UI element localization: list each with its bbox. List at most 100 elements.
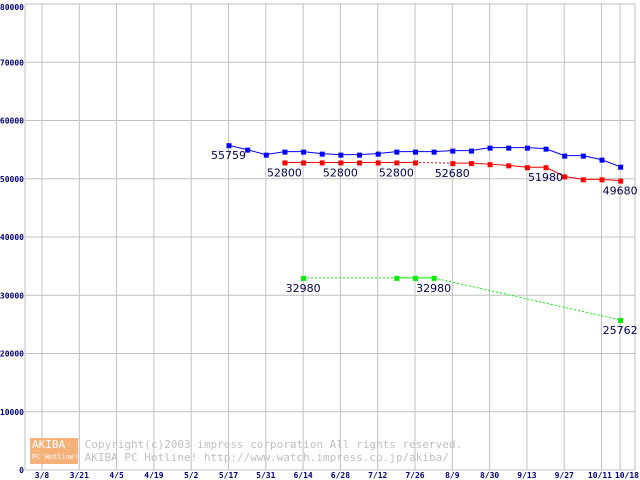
- blue-series-segment: [321, 153, 341, 156]
- blue-data-point: [431, 149, 437, 155]
- blue-data-point: [543, 146, 549, 152]
- y-tick-label: 60000: [0, 117, 24, 126]
- blue-series-segment: [228, 144, 248, 151]
- red-data-point: [375, 160, 381, 166]
- blue-data-point: [450, 148, 456, 154]
- green-data-point: [618, 317, 624, 323]
- x-tick-label: 6/14: [293, 471, 312, 480]
- blue-series-segment: [359, 153, 378, 156]
- green-data-point: [301, 275, 307, 281]
- akiba-logo: AKIBA: [30, 438, 78, 451]
- x-tick-label: 8/30: [480, 471, 499, 480]
- blue-data-point: [599, 157, 605, 163]
- red-data-point: [338, 160, 344, 166]
- red-data-label: 52800: [267, 166, 302, 179]
- x-tick-label: 8/9: [445, 471, 460, 480]
- y-tick-label: 50000: [0, 175, 24, 184]
- red-data-point: [599, 177, 605, 183]
- red-data-point: [319, 160, 325, 166]
- y-tick-label: 30000: [0, 291, 24, 300]
- red-series-segment: [414, 161, 453, 164]
- blue-series-segment: [303, 151, 322, 155]
- blue-data-point: [506, 145, 512, 151]
- x-tick-label: 5/31: [256, 471, 275, 480]
- x-tick-label: 6/28: [331, 471, 350, 480]
- blue-data-point: [413, 149, 418, 155]
- blue-data-point: [301, 149, 307, 155]
- x-tick-label: 5/2: [184, 471, 199, 480]
- blue-data-point: [282, 149, 288, 155]
- blue-series-segment: [526, 147, 546, 150]
- x-tick-label: 9/13: [517, 471, 536, 480]
- red-data-point: [394, 160, 400, 166]
- blue-series-segment: [433, 150, 453, 153]
- red-series-segment: [489, 163, 509, 166]
- blue-series-segment: [377, 151, 397, 155]
- green-data-point: [394, 275, 400, 281]
- blue-data-label: 55759: [211, 149, 246, 162]
- red-series-segment: [601, 178, 621, 182]
- blue-data-point: [338, 152, 344, 158]
- red-data-point: [487, 162, 493, 168]
- blue-series-segment: [582, 155, 602, 161]
- y-tick-label: 0: [19, 466, 24, 475]
- red-series-segment: [508, 164, 527, 168]
- blue-data-point: [468, 148, 474, 154]
- red-data-point: [357, 160, 363, 166]
- red-data-label: 52800: [323, 166, 358, 179]
- blue-data-point: [524, 145, 530, 151]
- blue-series-segment: [265, 151, 285, 156]
- blue-data-point: [226, 143, 232, 149]
- red-data-point: [618, 178, 624, 184]
- blue-data-point: [245, 147, 251, 153]
- blue-data-point: [618, 164, 624, 170]
- blue-series-segment: [545, 148, 565, 157]
- red-data-point: [282, 160, 288, 166]
- blue-data-point: [394, 149, 400, 155]
- copyright-text: Copyright(c)2003 impress corporation All…: [84, 438, 463, 451]
- site-url-text: AKIBA PC Hotline! http://www.watch.impre…: [84, 451, 449, 464]
- y-tick-label: 80000: [0, 3, 24, 12]
- red-data-point: [580, 177, 586, 183]
- red-data-point: [543, 165, 549, 171]
- green-data-point: [413, 275, 418, 281]
- red-data-label: 52800: [379, 166, 414, 179]
- red-data-point: [450, 161, 456, 167]
- red-data-label: 51980: [528, 171, 563, 184]
- blue-data-point: [263, 152, 269, 158]
- red-data-label: 52680: [435, 167, 470, 180]
- blue-data-point: [357, 152, 363, 158]
- red-series-segment: [470, 162, 490, 165]
- x-tick-label: 4/5: [109, 471, 124, 480]
- watermark: AKIBA Copyright(c)2003 impress corporati…: [30, 438, 462, 464]
- red-data-point: [506, 163, 512, 169]
- x-tick-label: 7/12: [368, 471, 387, 480]
- x-tick-label: 5/17: [219, 471, 238, 480]
- red-data-point: [413, 160, 418, 166]
- blue-data-point: [319, 151, 325, 157]
- green-data-label: 32980: [286, 282, 321, 295]
- x-tick-label: 9/27: [555, 471, 574, 480]
- pc-hotline-logo: PC Hotline!: [30, 451, 78, 464]
- x-tick-label: 7/26: [405, 471, 424, 480]
- x-tick-label: 3/8: [35, 471, 50, 480]
- blue-data-point: [487, 145, 493, 151]
- red-data-label: 49680: [603, 185, 638, 198]
- y-tick-label: 40000: [0, 233, 24, 242]
- blue-series-segment: [601, 159, 621, 168]
- y-tick-label: 70000: [0, 58, 24, 67]
- x-tick-label: 10/18: [615, 471, 639, 480]
- green-data-point: [431, 275, 437, 281]
- blue-data-point: [375, 151, 381, 157]
- x-tick-label: 4/19: [144, 471, 163, 480]
- x-tick-label: 10/11: [588, 471, 612, 480]
- green-data-label: 25762: [603, 324, 638, 337]
- blue-data-point: [562, 153, 568, 159]
- red-data-point: [562, 174, 568, 180]
- red-data-point: [468, 161, 474, 167]
- red-series-segment: [564, 175, 583, 180]
- red-data-point: [524, 165, 530, 171]
- x-tick-label: 3/21: [70, 471, 89, 480]
- y-tick-label: 10000: [0, 408, 24, 417]
